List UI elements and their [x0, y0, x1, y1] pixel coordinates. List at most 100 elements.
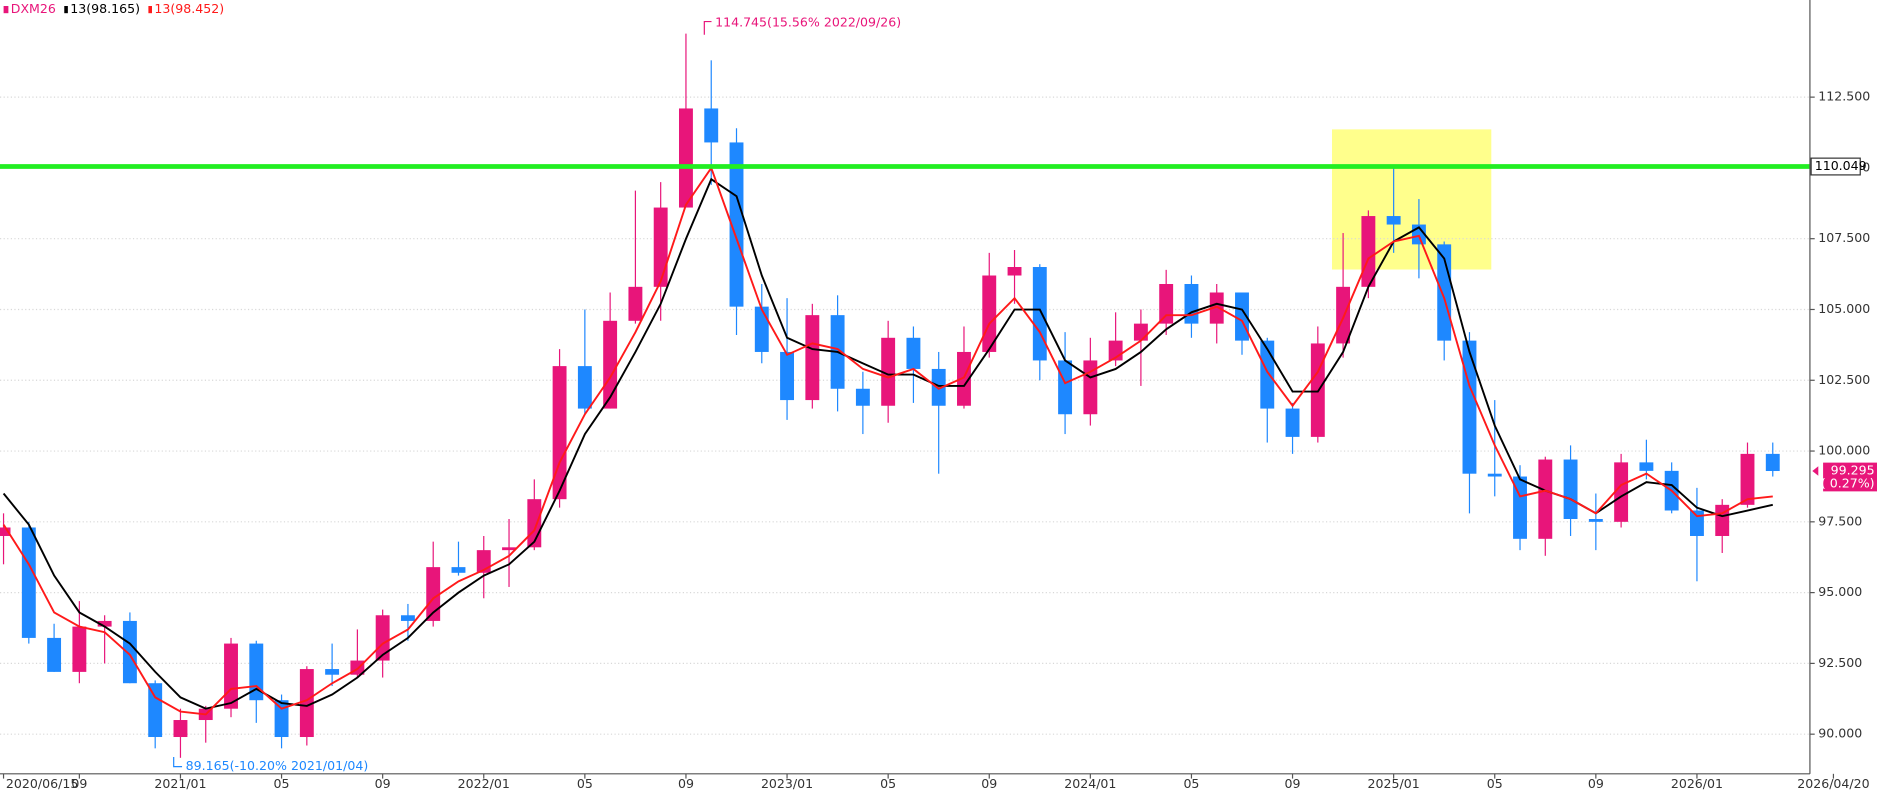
candle-body [1765, 453, 1780, 472]
candle-body [451, 567, 466, 573]
y-tick-label: 105.000 [1818, 301, 1870, 316]
candle-body [0, 527, 11, 536]
candle-body [47, 637, 62, 672]
last-price-box [1823, 462, 1877, 492]
candle-body [1285, 408, 1300, 437]
reference-label-box [1810, 157, 1861, 176]
instrument-label: DXM26 [11, 1, 56, 16]
x-tick-label: 2022/01 [458, 776, 510, 791]
candle-body [1058, 360, 1073, 415]
candle-body [1386, 216, 1401, 225]
candle-body [628, 286, 643, 321]
candle-body [274, 700, 289, 738]
x-tick-label: 09 [71, 776, 87, 791]
candle-body [400, 615, 415, 621]
low-annotation: 89.165(-10.20% 2021/01/04) [186, 758, 369, 773]
y-tick-label: 112.500 [1818, 89, 1870, 104]
candle-body [299, 669, 314, 738]
x-tick-label: 2026/04/20 [1797, 776, 1869, 791]
candle-body [1336, 286, 1351, 344]
candle-body [906, 337, 921, 369]
candle-body [704, 108, 719, 143]
y-tick-label: 92.500 [1818, 655, 1862, 670]
x-tick-label: 2020/06/15 [6, 776, 78, 791]
y-tick-label: 97.500 [1818, 513, 1862, 528]
candle-body [653, 207, 668, 287]
reference-label: 110.049 [1815, 158, 1867, 173]
moving-average-line [2, 165, 1773, 716]
candle-body [426, 567, 441, 621]
x-tick-label: 09 [375, 776, 391, 791]
candle-body [1487, 473, 1502, 477]
overlay: 110.049 99.295( 0.27%) [0, 157, 1877, 492]
candle-body [224, 643, 238, 709]
candle-body [1639, 462, 1654, 471]
candle-body [325, 669, 340, 675]
candle-body [805, 315, 820, 401]
candle-body [931, 368, 946, 406]
x-tick-label: 05 [577, 776, 593, 791]
candle-body [881, 337, 896, 406]
last-price-pointer [1812, 466, 1819, 476]
highlight-box [1331, 129, 1492, 270]
legend-swatch [148, 6, 152, 14]
candle-body [552, 366, 567, 500]
x-tick-label: 05 [1487, 776, 1503, 791]
candle-body [855, 388, 870, 406]
candle-body [1563, 459, 1578, 519]
candle-body [148, 683, 163, 738]
last-price-change: ( 0.27%) [1821, 476, 1875, 491]
y-tick-label: 90.000 [1818, 726, 1862, 741]
x-tick-label: 05 [1183, 776, 1199, 791]
candle-body [754, 306, 769, 352]
x-tick-label: 2025/01 [1368, 776, 1420, 791]
moving-average-line [2, 177, 1774, 710]
candle-body [21, 527, 36, 638]
candle-body [1588, 518, 1603, 522]
x-tick-label: 2026/01 [1671, 776, 1723, 791]
candle-body [1513, 476, 1527, 539]
y-tick-label: 95.000 [1818, 584, 1862, 599]
candle-body [729, 142, 744, 307]
candle-body [1159, 283, 1174, 324]
candle-body [375, 615, 390, 661]
candle-body [1614, 462, 1629, 522]
legend-label: 13(98.165) [70, 1, 140, 16]
candle-body [1689, 510, 1704, 536]
last-price-label: 99.295 [1831, 463, 1875, 478]
legend: 13(98.165) 13(98.452) [64, 1, 224, 16]
candle-body [957, 351, 971, 406]
candle-body [1538, 459, 1553, 539]
legend-label: 13(98.452) [154, 1, 224, 16]
x-tick-label: 09 [981, 776, 997, 791]
y-tick-label: 107.500 [1818, 230, 1870, 245]
x-tick-label: 2021/01 [154, 776, 206, 791]
candle-body [1715, 504, 1730, 536]
candle-body [1462, 340, 1477, 474]
candle-body [97, 620, 112, 627]
x-tick-label: 05 [880, 776, 896, 791]
candle-body [122, 620, 137, 684]
candle-body [1209, 292, 1224, 324]
candle-body [603, 320, 618, 409]
candle-body [1740, 453, 1755, 505]
candle-body [1007, 267, 1022, 276]
x-tick-label: 05 [274, 776, 290, 791]
candle-body [1032, 267, 1047, 361]
x-tick-label: 2023/01 [761, 776, 813, 791]
candle-body [577, 366, 592, 409]
plot [0, 33, 1780, 758]
x-tick-label: 09 [678, 776, 694, 791]
legend-swatch [64, 6, 68, 14]
annotation-leader [173, 757, 183, 768]
x-tick-label: 09 [1588, 776, 1604, 791]
legend-swatch [3, 6, 9, 14]
candle-body [72, 626, 87, 672]
x-tick-label: 2024/01 [1064, 776, 1116, 791]
candle-body [502, 547, 516, 551]
grid: 90.000 92.500 95.000 97.500 100.000 102.500 10… [0, 89, 1870, 791]
candle-body [780, 351, 795, 401]
y-tick-label: 102.500 [1818, 372, 1870, 387]
candle-body [1184, 283, 1199, 324]
